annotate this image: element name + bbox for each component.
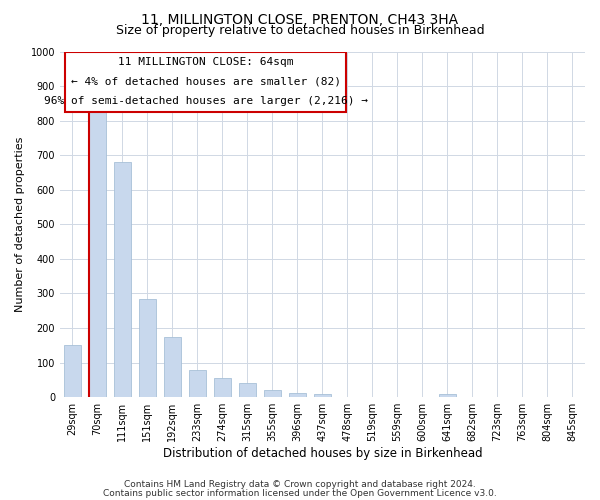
Bar xyxy=(113,162,131,397)
Bar xyxy=(314,394,331,397)
Text: ← 4% of detached houses are smaller (82): ← 4% of detached houses are smaller (82) xyxy=(71,76,341,86)
X-axis label: Distribution of detached houses by size in Birkenhead: Distribution of detached houses by size … xyxy=(163,447,482,460)
Bar xyxy=(64,346,81,397)
Y-axis label: Number of detached properties: Number of detached properties xyxy=(15,136,25,312)
Bar xyxy=(188,370,206,397)
Text: Size of property relative to detached houses in Birkenhead: Size of property relative to detached ho… xyxy=(116,24,484,37)
Bar xyxy=(89,112,106,397)
Text: Contains HM Land Registry data © Crown copyright and database right 2024.: Contains HM Land Registry data © Crown c… xyxy=(124,480,476,489)
Bar xyxy=(214,378,231,397)
Bar xyxy=(263,390,281,397)
Text: 96% of semi-detached houses are larger (2,216) →: 96% of semi-detached houses are larger (… xyxy=(44,96,368,106)
Text: 11, MILLINGTON CLOSE, PRENTON, CH43 3HA: 11, MILLINGTON CLOSE, PRENTON, CH43 3HA xyxy=(142,12,458,26)
Bar xyxy=(289,393,306,397)
Bar xyxy=(439,394,456,397)
Bar xyxy=(164,336,181,397)
Text: Contains public sector information licensed under the Open Government Licence v3: Contains public sector information licen… xyxy=(103,488,497,498)
Bar xyxy=(239,382,256,397)
FancyBboxPatch shape xyxy=(65,52,346,112)
Bar xyxy=(139,298,156,397)
Text: 11 MILLINGTON CLOSE: 64sqm: 11 MILLINGTON CLOSE: 64sqm xyxy=(118,58,293,68)
